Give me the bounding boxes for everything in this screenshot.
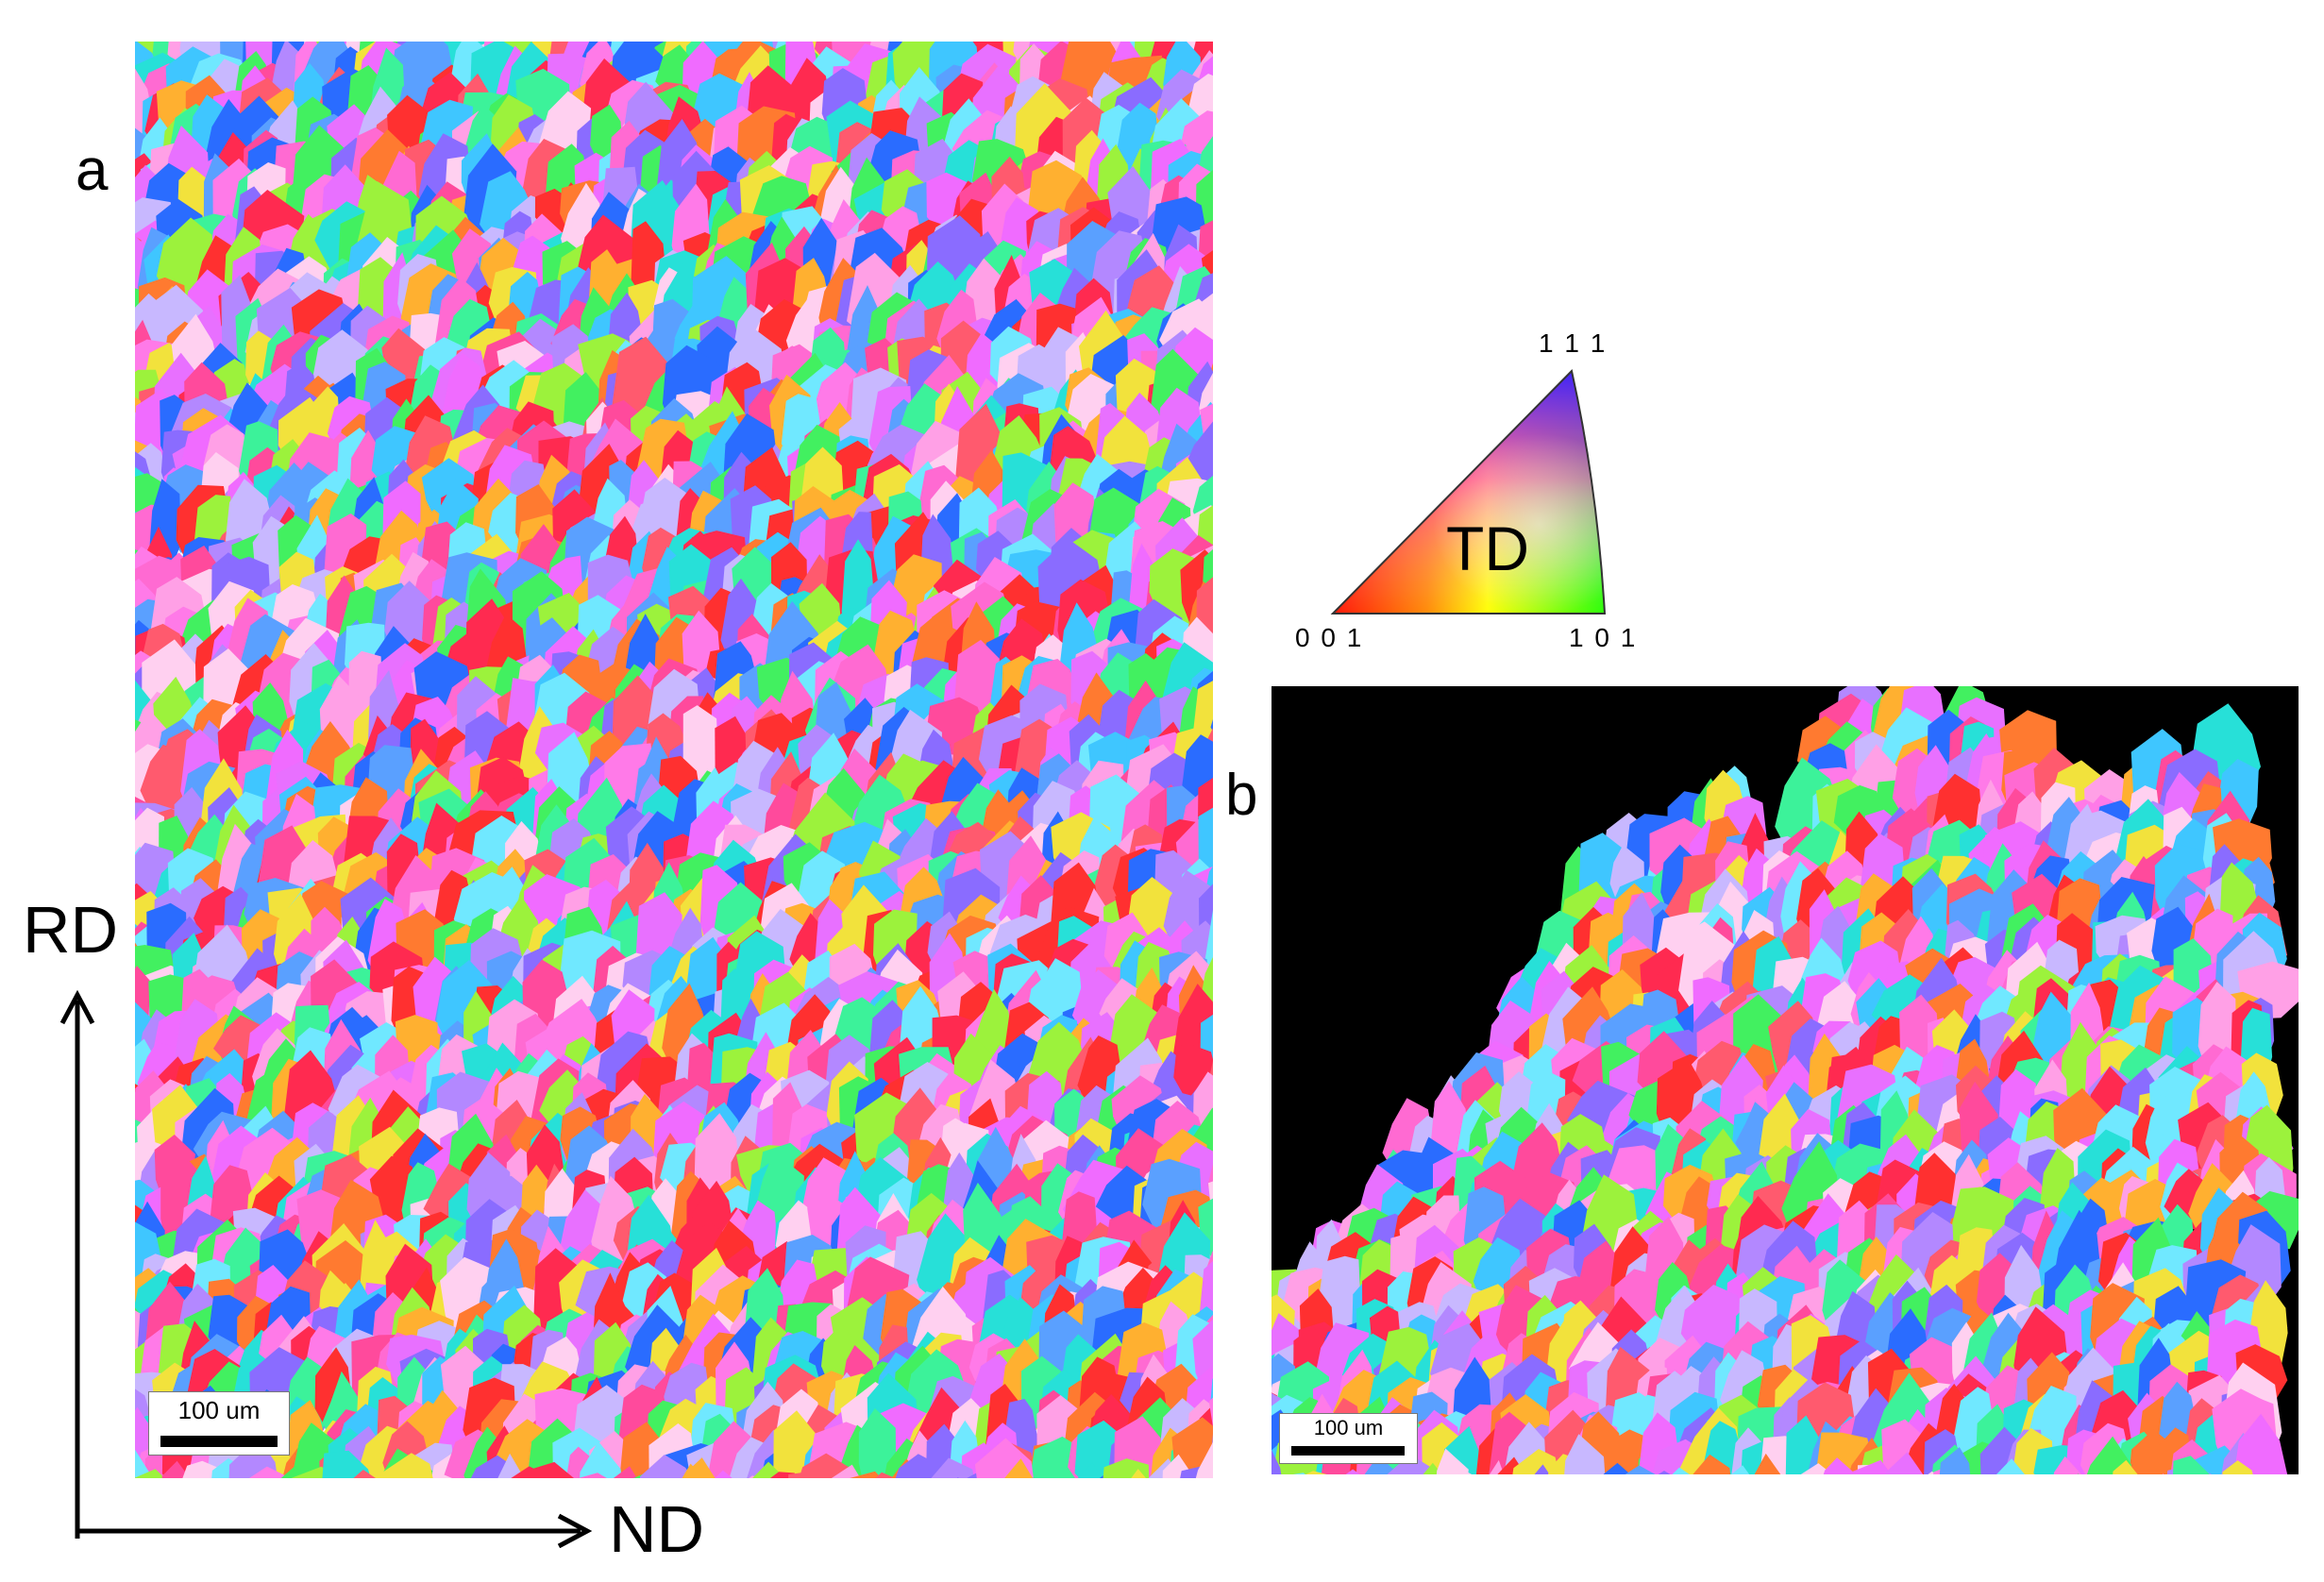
grain <box>579 1473 607 1478</box>
grain <box>1364 1455 1394 1474</box>
legend-corner-101: 1 0 1 <box>1569 623 1638 652</box>
ipf-color-key <box>1330 368 1607 614</box>
legend-corner-001: 0 0 1 <box>1295 623 1364 652</box>
axis-arrows <box>59 989 593 1548</box>
grain <box>895 1454 944 1478</box>
grain <box>613 1466 637 1478</box>
ebsd-map-a <box>135 42 1213 1478</box>
scale-line-b <box>1291 1446 1405 1456</box>
grain <box>1564 1434 1606 1474</box>
grain <box>1077 1462 1103 1478</box>
scale-text-a: 100 um <box>177 1396 261 1424</box>
grain <box>2173 1456 2210 1474</box>
grain <box>850 1471 882 1478</box>
grain <box>497 1453 523 1478</box>
grain <box>2077 1473 2080 1474</box>
grain <box>1031 1473 1061 1478</box>
grain <box>1754 1453 1781 1474</box>
grain <box>1464 1472 1473 1474</box>
grain <box>1692 1454 1731 1474</box>
grain <box>858 1408 897 1478</box>
scale-bar-b: 100 um <box>1279 1413 1418 1464</box>
grain <box>580 1440 622 1478</box>
grain <box>2163 1473 2164 1474</box>
scale-bar-a: 100 um <box>148 1391 290 1456</box>
grain <box>1004 1458 1034 1478</box>
grain <box>1658 1471 1671 1474</box>
grain <box>1731 1465 1750 1474</box>
grain <box>1625 1465 1656 1474</box>
grain <box>1996 1458 2025 1474</box>
grain <box>1210 718 1213 732</box>
grain <box>1195 1441 1213 1478</box>
grain <box>1594 1429 1652 1474</box>
panel-label-b: b <box>1225 763 1258 828</box>
legend-corner-111: 1 1 1 <box>1539 328 1608 358</box>
panel-label-a: a <box>76 138 109 203</box>
grain <box>683 1457 716 1478</box>
grain <box>1939 1447 1971 1474</box>
rd-axis-label: RD <box>23 893 119 967</box>
grain <box>1885 1452 1924 1474</box>
grain <box>435 1474 452 1478</box>
scale-text-b: 100 um <box>1313 1416 1384 1439</box>
grain <box>161 1460 191 1478</box>
grain <box>1512 1449 1559 1474</box>
grain <box>135 1469 165 1478</box>
scale-line-a <box>160 1436 278 1447</box>
grain <box>1490 1459 1505 1474</box>
grain <box>799 1453 854 1478</box>
grain <box>1534 1464 1550 1474</box>
grain <box>1603 1462 1631 1474</box>
grain <box>379 1453 433 1478</box>
grain <box>135 1449 151 1478</box>
grain <box>831 1464 861 1478</box>
grain <box>1672 1467 1690 1474</box>
grain <box>353 1470 376 1478</box>
grain <box>1345 1469 1360 1474</box>
grain <box>956 1477 959 1478</box>
grain <box>1292 1473 1306 1474</box>
grain <box>2053 1456 2082 1474</box>
grain <box>715 1470 733 1478</box>
grain <box>248 1466 290 1478</box>
grain <box>1271 1449 1282 1474</box>
grain <box>1305 1471 1327 1474</box>
grain <box>1823 1457 1856 1474</box>
grain <box>931 1457 974 1478</box>
ebsd-map-b <box>1271 686 2299 1474</box>
grain <box>639 1455 693 1478</box>
grain <box>875 1472 896 1478</box>
grain <box>1208 1397 1213 1427</box>
grain <box>1387 1454 1440 1474</box>
grain <box>2233 1413 2288 1474</box>
grain <box>525 1461 575 1478</box>
grain <box>322 1450 371 1478</box>
grain <box>1847 1459 1892 1474</box>
legend-td-label: TD <box>1446 513 1529 583</box>
grain <box>2222 1460 2253 1474</box>
grain <box>2113 1459 2138 1474</box>
nd-axis-label: ND <box>609 1492 705 1566</box>
grain <box>1131 1469 1147 1478</box>
grain <box>1436 1448 1469 1474</box>
